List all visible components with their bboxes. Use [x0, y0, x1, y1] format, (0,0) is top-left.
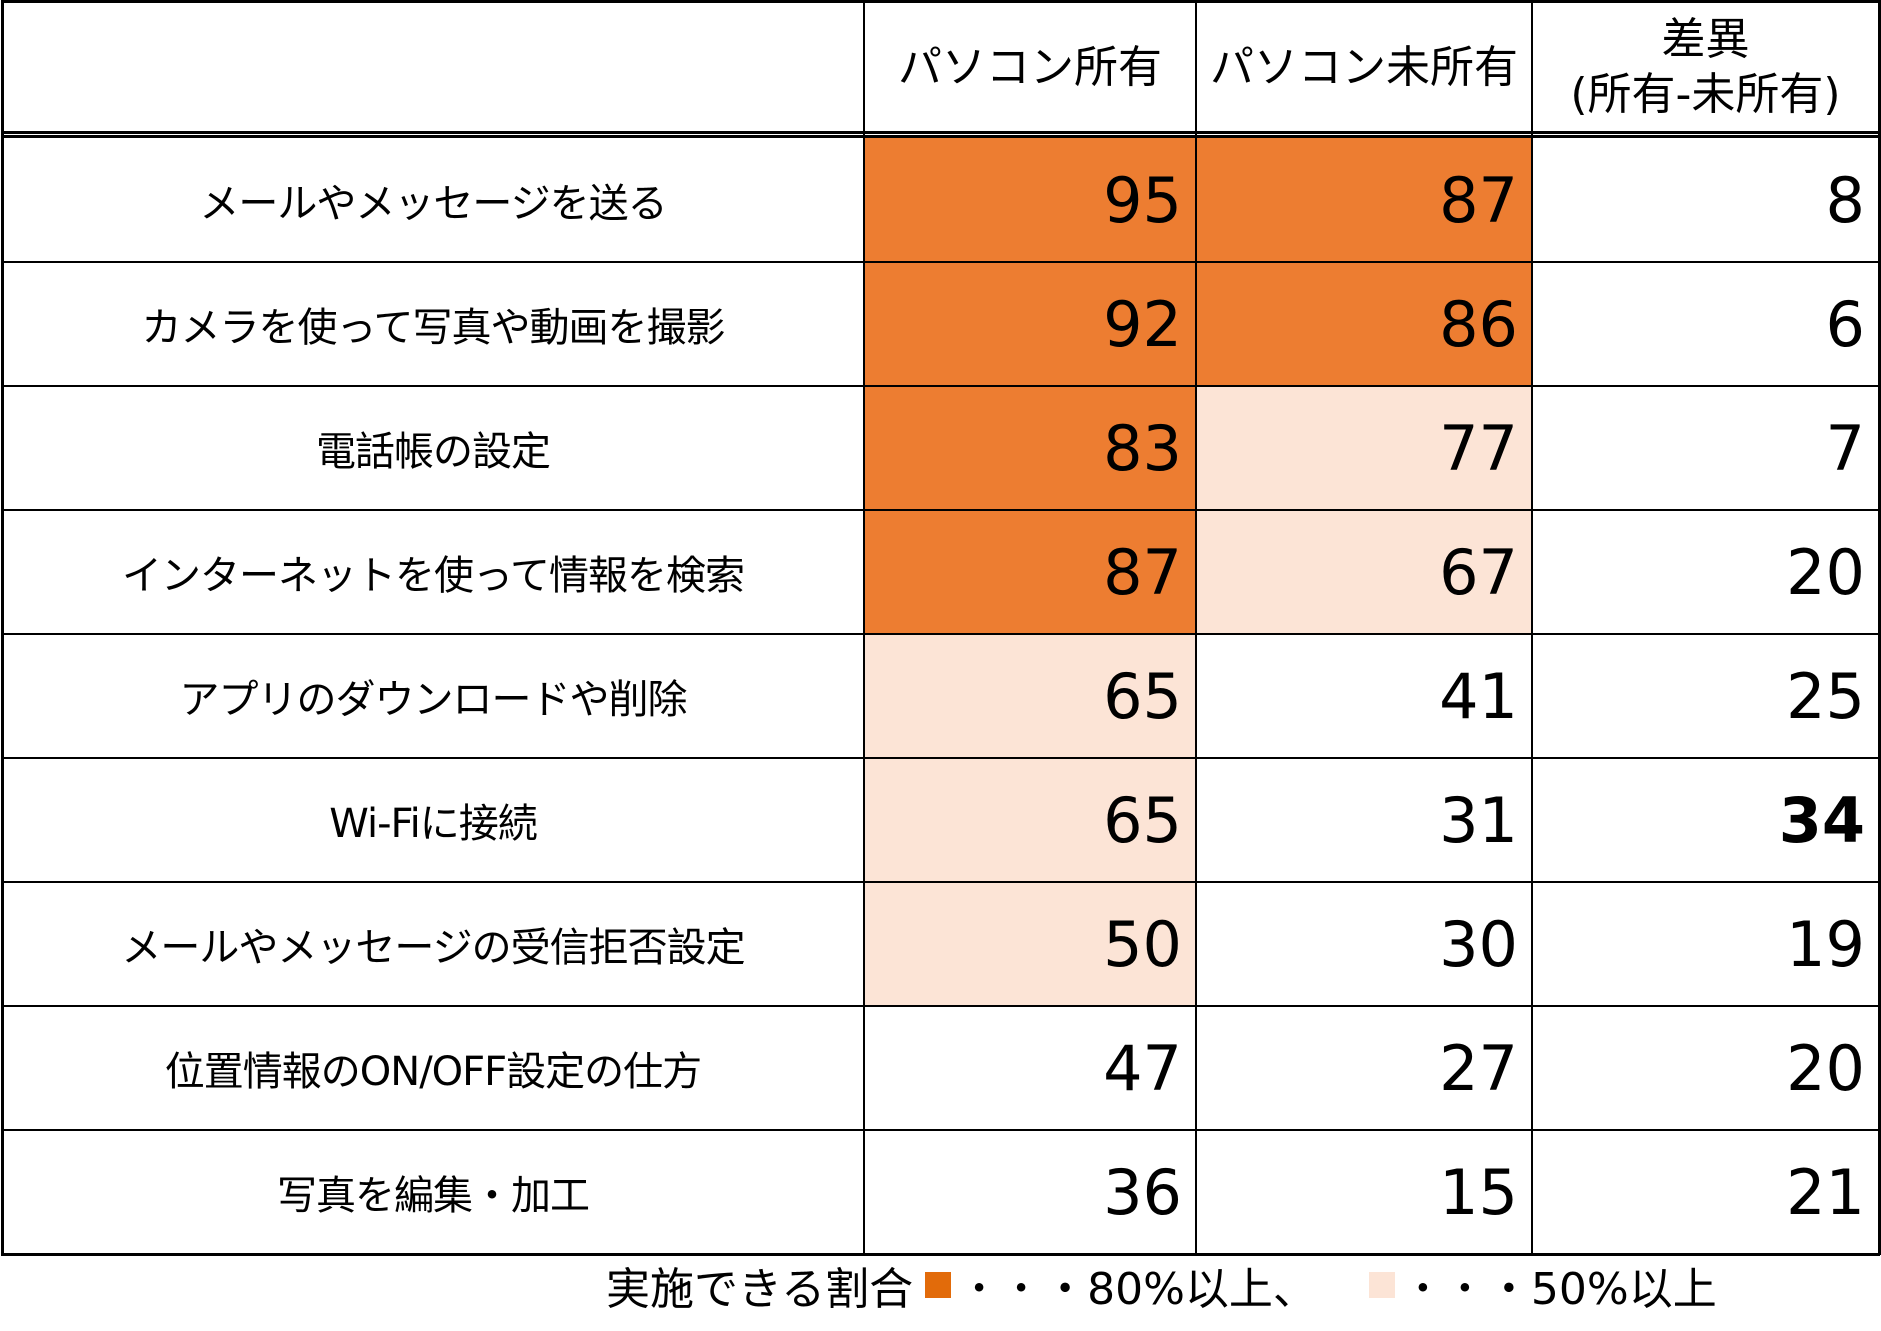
- cell-owner: 87: [864, 510, 1196, 634]
- legend-high-dots: ・・: [959, 1266, 1044, 1312]
- col-rule: [1195, 0, 1197, 1255]
- cell-diff: 20: [1786, 1031, 1865, 1105]
- cell-diff: 7: [1825, 411, 1865, 485]
- cell-diff: 21: [1786, 1155, 1865, 1229]
- cell-owner: 83: [864, 386, 1196, 510]
- legend: 実施できる割合 ・・ ・80%以上、 ・・ ・50%以上: [606, 1255, 1717, 1315]
- row-label: 位置情報のON/OFF設定の仕方: [164, 1049, 702, 1095]
- cell-nonowner: 87: [1196, 138, 1532, 262]
- cell-nonowner: 41: [1196, 634, 1532, 758]
- header-owner: パソコン所有: [898, 41, 1162, 93]
- row-rule: [1, 1005, 1880, 1007]
- cell-owner: 92: [864, 262, 1196, 386]
- header-diff: 差異 (所有-未所有): [1532, 2, 1879, 132]
- cell-owner: 65: [864, 634, 1196, 758]
- row-rule: [1, 509, 1880, 511]
- row-label: カメラを使って写真や動画を撮影: [141, 305, 726, 351]
- row-rule: [1, 757, 1880, 759]
- cell-nonowner: 86: [1196, 262, 1532, 386]
- header-diff-line: (所有-未所有): [1570, 69, 1841, 120]
- row-rule: [1, 385, 1880, 387]
- legend-mid-swatch: [1368, 1272, 1395, 1298]
- cell-nonowner: 27: [1196, 1006, 1532, 1130]
- cell-diff: 19: [1786, 907, 1865, 981]
- row-label: メールやメッセージを送る: [199, 181, 667, 227]
- row-label: 写真を編集・加工: [277, 1173, 590, 1219]
- border-top: [1, 0, 1880, 3]
- cell-owner: 36: [864, 1130, 1196, 1254]
- cell-nonowner: 67: [1196, 510, 1532, 634]
- cell-diff: 8: [1825, 163, 1865, 237]
- legend-mid-dots: ・・: [1402, 1266, 1487, 1312]
- col-rule: [1878, 0, 1881, 1255]
- row-label: メールやメッセージの受信拒否設定: [121, 925, 745, 971]
- cell-diff: 6: [1825, 287, 1865, 361]
- border-bottom: [1, 1253, 1880, 1256]
- col-rule: [1531, 0, 1533, 1255]
- row-rule: [1, 261, 1880, 263]
- cell-owner: 95: [864, 138, 1196, 262]
- col-rule: [1, 0, 4, 1255]
- row-rule: [1, 633, 1880, 635]
- row-rule: [1, 881, 1880, 883]
- cell-owner: 50: [864, 882, 1196, 1006]
- header-rule: [1, 131, 1880, 134]
- cell-owner: 65: [864, 758, 1196, 882]
- header-nonowner: パソコン未所有: [1210, 41, 1518, 93]
- legend-mid-text: ・50%以上: [1486, 1264, 1717, 1315]
- row-label: インターネットを使って情報を検索: [122, 553, 745, 599]
- col-rule: [863, 0, 865, 1255]
- cell-nonowner: 31: [1196, 758, 1532, 882]
- cell-nonowner: 30: [1196, 882, 1532, 1006]
- row-label: アプリのダウンロードや削除: [179, 677, 688, 723]
- header-diff-line: 差異: [1661, 14, 1750, 65]
- cell-diff: 25: [1786, 659, 1865, 733]
- legend-prefix: 実施できる割合: [606, 1264, 914, 1315]
- row-rule: [1, 1129, 1880, 1131]
- cell-diff: 20: [1786, 535, 1865, 609]
- cell-nonowner: 77: [1196, 386, 1532, 510]
- legend-high-swatch: [925, 1272, 952, 1298]
- cell-diff: 34: [1778, 783, 1865, 857]
- header-rule: [1, 135, 1880, 138]
- cell-owner: 47: [864, 1006, 1196, 1130]
- row-label: 電話帳の設定: [316, 429, 551, 475]
- cell-nonowner: 15: [1196, 1130, 1532, 1254]
- row-label: Wi-Fiに接続: [329, 801, 537, 847]
- legend-high-text: ・80%以上、: [1043, 1264, 1317, 1315]
